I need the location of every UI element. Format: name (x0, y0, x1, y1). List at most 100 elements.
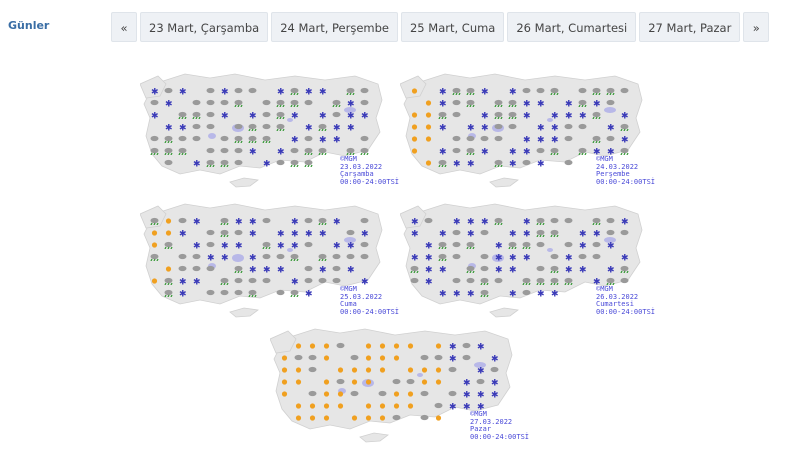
snow-weather-icon: ✱ (466, 116, 475, 134)
rain-weather-icon (150, 210, 159, 226)
snow-weather-icon: ✱ (522, 210, 531, 228)
cloud-weather-icon (332, 246, 341, 260)
svg-text:✱: ✱ (449, 403, 457, 411)
snow-weather-icon: ✱ (318, 104, 327, 122)
sun-weather-icon (308, 335, 317, 349)
rain-weather-icon (550, 258, 559, 274)
svg-text:✱: ✱ (179, 230, 187, 238)
rain-weather-icon (276, 92, 285, 108)
cloud-weather-icon (234, 282, 243, 296)
map-time-range: 00:00-24:00TSİ (596, 177, 656, 186)
snow-weather-icon: ✱ (476, 335, 485, 353)
map-date: 24.03.2022 (596, 162, 639, 171)
sun-weather-icon (280, 347, 289, 361)
cloud-weather-icon (420, 383, 429, 397)
svg-text:✱: ✱ (263, 266, 271, 274)
svg-text:✱: ✱ (565, 254, 573, 262)
tab-day-5[interactable]: 27 Mart, Pazar (639, 12, 741, 42)
snow-weather-icon: ✱ (564, 246, 573, 264)
rain-weather-icon (262, 234, 271, 250)
cloud-weather-icon (452, 128, 461, 142)
tab-day-4[interactable]: 26 Mart, Cumartesi (507, 12, 637, 42)
snow-weather-icon: ✱ (248, 222, 257, 240)
svg-text:✱: ✱ (593, 148, 601, 156)
rain-weather-icon (480, 282, 489, 298)
rain-weather-icon (550, 140, 559, 156)
rain-weather-icon (592, 210, 601, 226)
snow-weather-icon: ✱ (490, 371, 499, 389)
lake-shape (208, 133, 216, 139)
cloud-weather-icon (536, 234, 545, 248)
sun-weather-icon (164, 222, 173, 236)
rain-weather-icon (318, 246, 327, 262)
cloud-weather-icon (192, 116, 201, 130)
thrace-shape (400, 205, 427, 229)
rain-weather-icon (606, 270, 615, 286)
rain-weather-icon (346, 140, 355, 156)
snow-weather-icon: ✱ (248, 258, 257, 276)
svg-text:✱: ✱ (551, 136, 559, 144)
cloud-weather-icon (360, 92, 369, 106)
rain-weather-icon (592, 104, 601, 120)
snow-weather-icon: ✱ (178, 222, 187, 240)
sun-weather-icon (294, 407, 303, 421)
cloud-weather-icon (606, 222, 615, 236)
prev-page-button[interactable]: « (111, 12, 137, 42)
tab-day-1[interactable]: 23 Mart, Çarşamba (140, 12, 269, 42)
tab-day-2[interactable]: 24 Mart, Perşembe (271, 12, 398, 42)
svg-text:✱: ✱ (579, 266, 587, 274)
sun-weather-icon (410, 128, 419, 142)
sun-weather-icon (350, 359, 359, 373)
next-page-button[interactable]: » (743, 12, 770, 42)
rain-weather-icon (304, 140, 313, 156)
snow-weather-icon: ✱ (438, 222, 447, 240)
sun-weather-icon (336, 395, 345, 409)
cloud-weather-icon (536, 80, 545, 94)
snow-weather-icon: ✱ (438, 92, 447, 110)
cloud-weather-icon (424, 210, 433, 224)
sun-weather-icon (410, 104, 419, 118)
snow-weather-icon: ✱ (494, 246, 503, 264)
svg-text:✱: ✱ (523, 254, 531, 262)
snow-weather-icon: ✱ (490, 347, 499, 365)
svg-text:✱: ✱ (477, 391, 485, 399)
cyprus-shape (229, 307, 260, 318)
snow-weather-icon: ✱ (522, 92, 531, 110)
sun-weather-icon (364, 395, 373, 409)
svg-text:✱: ✱ (305, 88, 313, 96)
cloud-weather-icon (480, 128, 489, 142)
thrace-shape (400, 75, 427, 99)
cloud-weather-icon (606, 128, 615, 142)
sun-weather-icon (434, 335, 443, 349)
lake-shape (604, 237, 616, 243)
rain-weather-icon (438, 104, 447, 120)
cloud-weather-icon (578, 80, 587, 94)
snow-weather-icon: ✱ (192, 152, 201, 170)
snow-weather-icon: ✱ (452, 210, 461, 228)
cloud-weather-icon (332, 104, 341, 118)
cloud-weather-icon (206, 92, 215, 106)
snow-weather-icon: ✱ (424, 270, 433, 288)
cloud-weather-icon (262, 270, 271, 284)
sun-weather-icon (350, 371, 359, 385)
cloud-weather-icon (480, 258, 489, 272)
sun-weather-icon (378, 407, 387, 421)
rain-weather-icon (494, 210, 503, 226)
sun-weather-icon (150, 270, 159, 284)
svg-text:✱: ✱ (193, 160, 201, 168)
map-source: ©MGM (596, 285, 613, 293)
cloud-weather-icon (206, 258, 215, 272)
cloud-weather-icon (406, 371, 415, 385)
tab-day-3[interactable]: 25 Mart, Cuma (400, 12, 505, 42)
snow-weather-icon: ✱ (592, 270, 601, 288)
snow-weather-icon: ✱ (522, 246, 531, 264)
snow-weather-icon: ✱ (452, 152, 461, 170)
map-caption: ©MGM 24.03.2022 Perşembe 00:00-24:00TSİ (596, 155, 656, 186)
svg-text:✱: ✱ (333, 242, 341, 250)
snow-weather-icon: ✱ (536, 116, 545, 134)
cloud-weather-icon (318, 270, 327, 284)
rain-weather-icon (318, 210, 327, 226)
svg-text:✱: ✱ (319, 266, 327, 274)
sun-weather-icon (364, 347, 373, 361)
cloud-weather-icon (620, 80, 629, 94)
